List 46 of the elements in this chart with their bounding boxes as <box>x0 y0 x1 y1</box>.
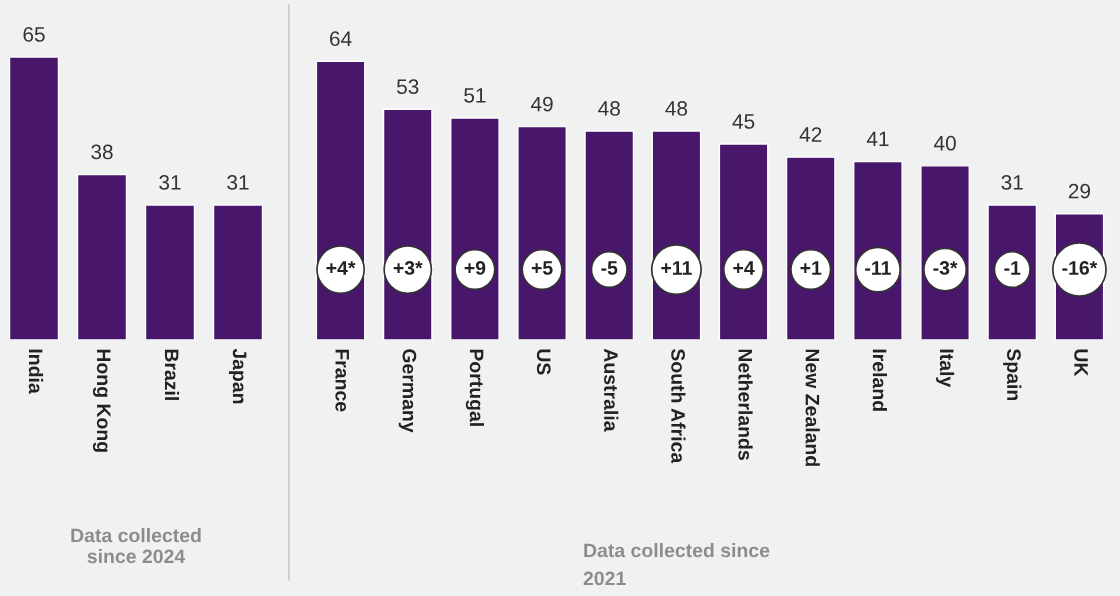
data-label: 51 <box>464 88 486 103</box>
x-tick-label: UK <box>1074 349 1088 377</box>
data-label: 53 <box>397 79 419 95</box>
annotation: -1 <box>1004 261 1021 275</box>
data-label: 31 <box>159 175 181 190</box>
x-tick-label: US <box>536 349 551 375</box>
x-tick-label: India <box>28 349 44 394</box>
annotation: -11 <box>865 261 891 275</box>
text: Data collected since 2021 <box>583 543 770 586</box>
annotation: -5 <box>601 261 618 275</box>
data-label: 48 <box>665 101 688 116</box>
annotation: +1 <box>800 261 822 275</box>
annotation: +4* <box>326 261 356 275</box>
x-tick-label: Brazil <box>164 349 180 400</box>
x-tick-label: South Africa <box>671 348 686 464</box>
x-tick-label: Japan <box>228 348 247 404</box>
annotation: +5 <box>531 261 553 275</box>
data-label: 29 <box>1068 183 1091 199</box>
x-tick-label: Spain <box>1003 348 1022 401</box>
data-label: 64 <box>330 31 352 47</box>
data-label: 65 <box>23 27 45 42</box>
text: Data collected since 2024 <box>71 528 201 564</box>
data-label: 41 <box>866 131 889 147</box>
x-tick-label: New Zealand <box>805 349 820 466</box>
x-tick-label: France <box>335 349 349 412</box>
data-label: 49 <box>530 96 553 112</box>
annotation: +11 <box>661 261 692 275</box>
x-tick-label: Ireland <box>872 349 887 411</box>
x-tick-label: Australia <box>604 348 619 432</box>
data-label: 40 <box>933 135 956 151</box>
annotation: +9 <box>464 261 486 275</box>
data-label: 48 <box>598 101 620 116</box>
annotation: -16* <box>1062 261 1098 275</box>
x-tick-label: Germany <box>398 349 417 433</box>
data-label: 31 <box>227 175 249 190</box>
annotation: +3* <box>393 261 423 275</box>
data-label: 45 <box>732 114 755 129</box>
x-tick-label: Netherlands <box>738 349 753 460</box>
data-label: 31 <box>1001 175 1023 190</box>
x-tick-label: Hong Kong <box>92 349 111 452</box>
annotation: +4 <box>733 261 755 275</box>
annotation: -3* <box>933 261 958 275</box>
data-label: 38 <box>91 144 113 160</box>
x-tick-label: Italy <box>936 349 955 388</box>
data-label: 42 <box>799 127 822 142</box>
x-tick-label: Portugal <box>465 349 485 426</box>
